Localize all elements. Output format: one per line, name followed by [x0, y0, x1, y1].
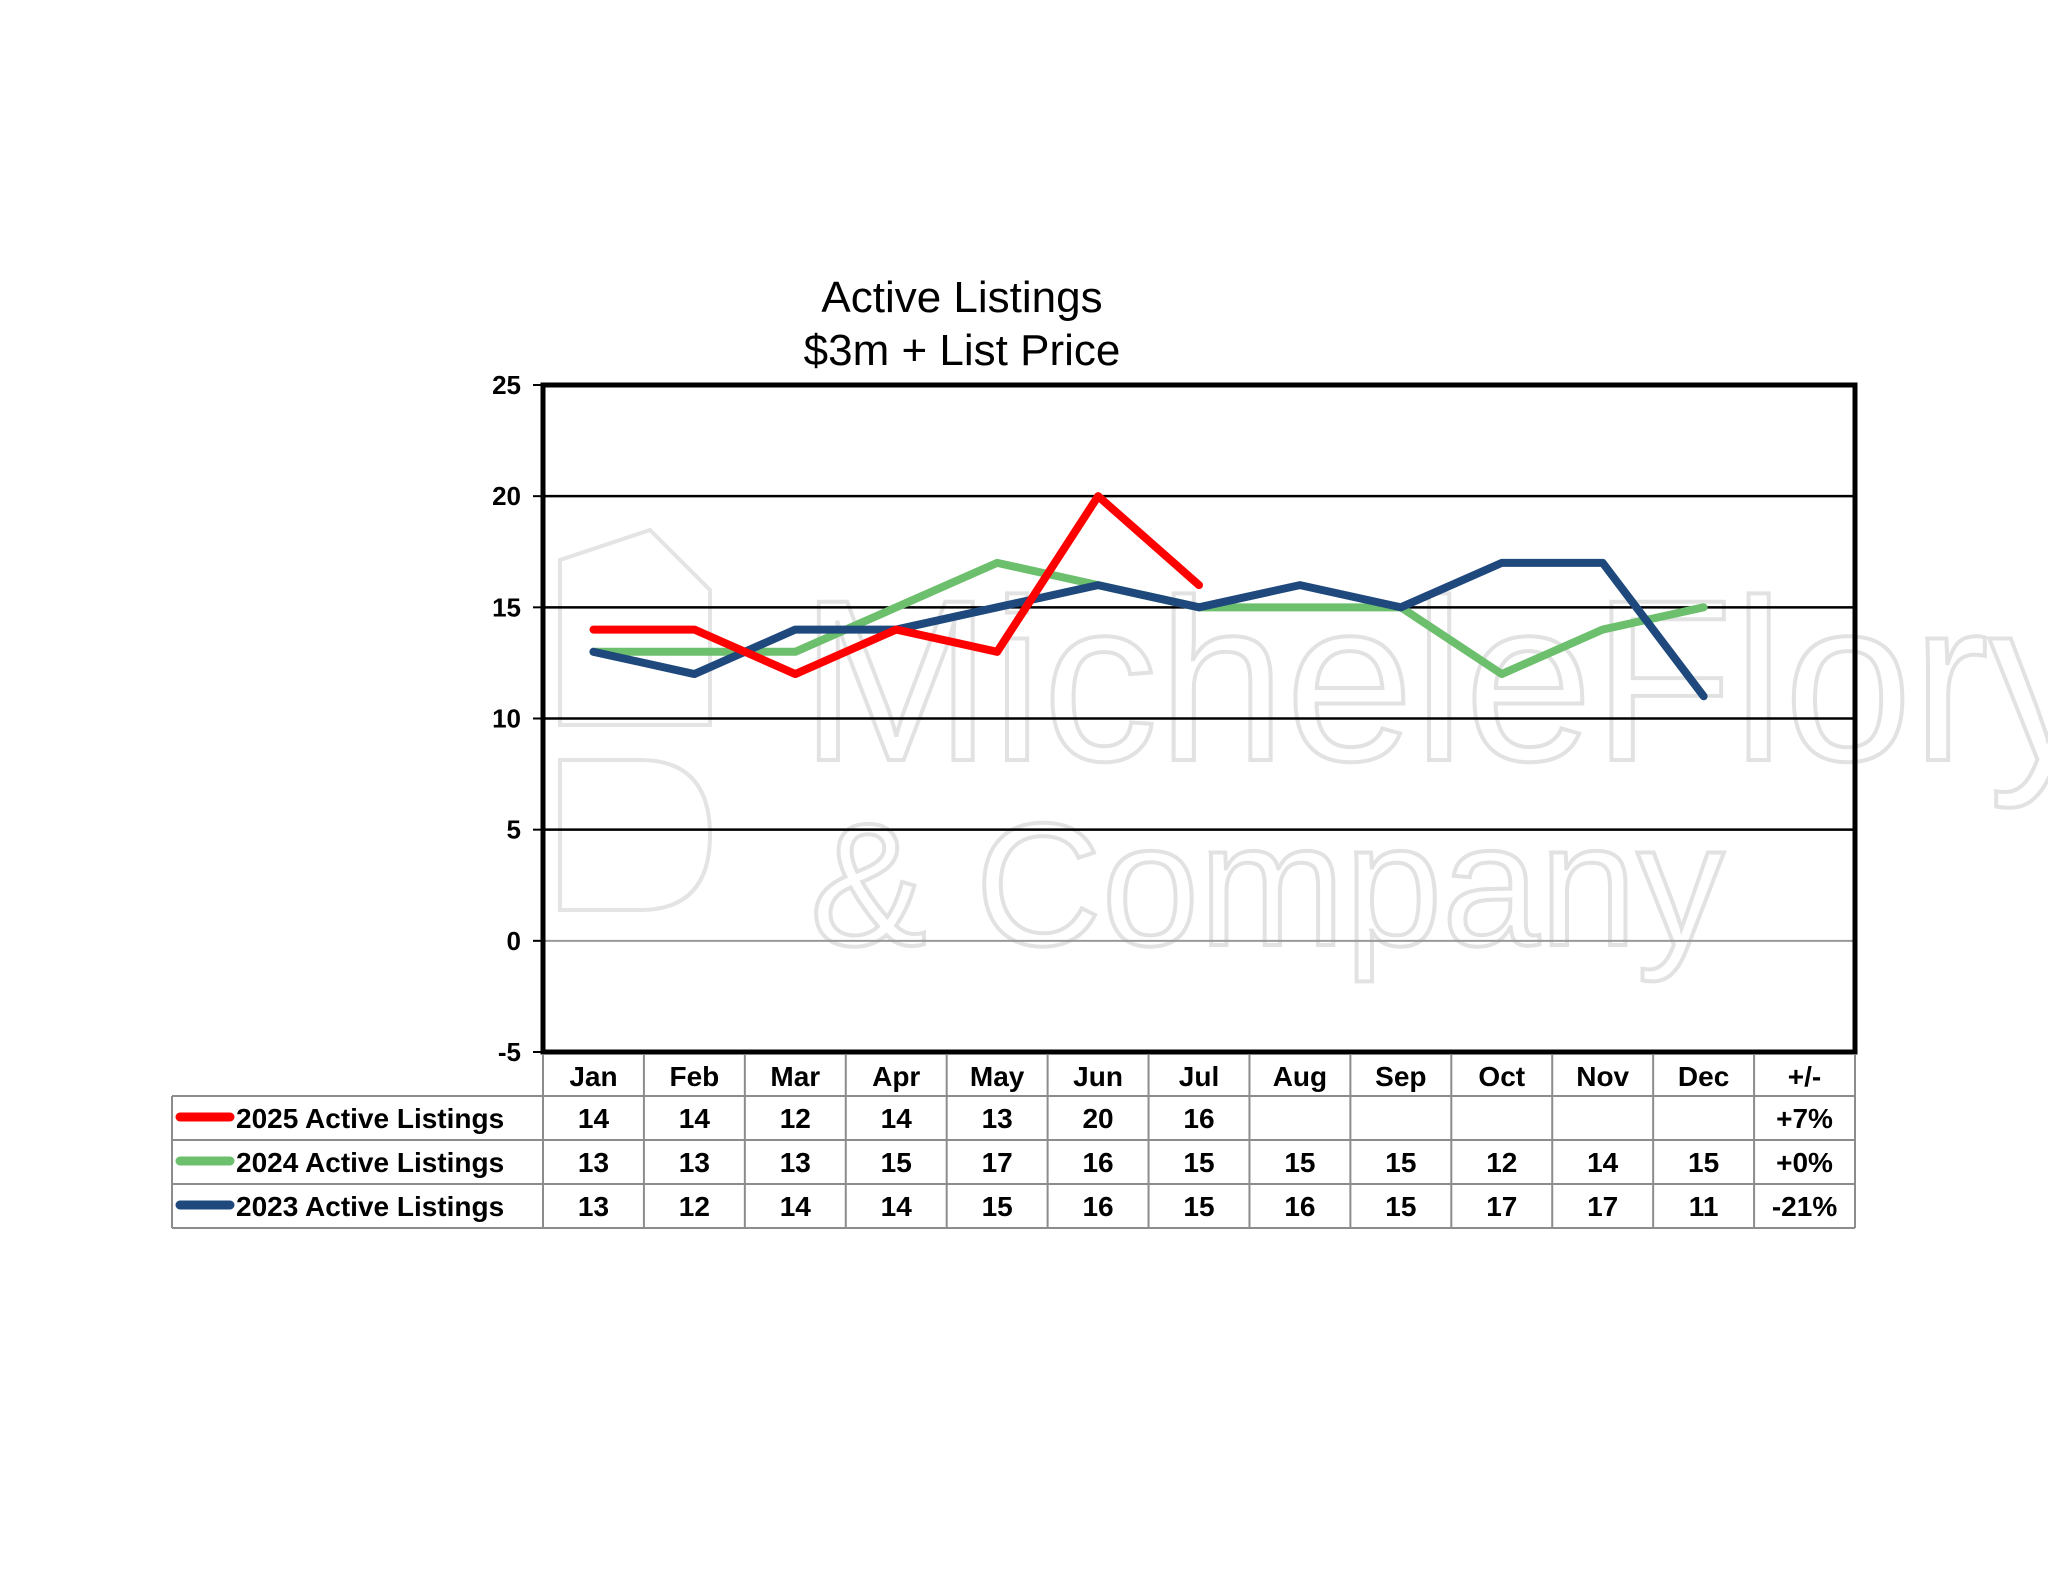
table-cell: 14 — [881, 1191, 913, 1222]
y-tick-label: -5 — [498, 1037, 521, 1067]
table-cell: 12 — [1486, 1147, 1517, 1178]
table-cell: 14 — [881, 1103, 913, 1134]
chart-title-line2: $3m + List Price — [804, 326, 1121, 375]
table-cell: 14 — [679, 1103, 711, 1134]
watermark-house-icon — [558, 527, 713, 912]
y-tick-label: 5 — [507, 815, 521, 845]
table-cell: 13 — [578, 1191, 609, 1222]
legend-label: 2024 Active Listings — [236, 1147, 504, 1178]
table-cell: 15 — [1385, 1147, 1416, 1178]
x-category-label: Aug — [1273, 1061, 1327, 1092]
table-cell: 15 — [1688, 1147, 1719, 1178]
x-category-label: Sep — [1375, 1061, 1426, 1092]
x-category-label: Jul — [1179, 1061, 1219, 1092]
chart-title-line1: Active Listings — [821, 273, 1102, 322]
table-cell: 17 — [1587, 1191, 1618, 1222]
table-cell: 12 — [780, 1103, 811, 1134]
watermark-line2: & Company — [810, 788, 1725, 983]
plot-frame — [540, 382, 1858, 1055]
x-category-label: Dec — [1678, 1061, 1729, 1092]
table-cell: 14 — [780, 1191, 812, 1222]
table-cell: 13 — [578, 1147, 609, 1178]
legend-label: 2023 Active Listings — [236, 1191, 504, 1222]
x-category-label: Nov — [1576, 1061, 1629, 1092]
table-cell: 16 — [1082, 1147, 1113, 1178]
y-tick-label: 20 — [492, 481, 521, 511]
table-cell: 15 — [982, 1191, 1013, 1222]
table-cell: 11 — [1689, 1191, 1719, 1222]
y-axis-ticks: -5 0 5 10 15 20 25 — [492, 370, 543, 1067]
change-header: +/- — [1788, 1061, 1821, 1092]
table-cell: 16 — [1284, 1191, 1315, 1222]
table-cell: 12 — [679, 1191, 710, 1222]
table-cell: 15 — [1183, 1191, 1214, 1222]
x-category-label: Oct — [1478, 1061, 1525, 1092]
table-cell: 15 — [881, 1147, 912, 1178]
table-cell: 15 — [1284, 1147, 1315, 1178]
table-cell: 15 — [1385, 1191, 1416, 1222]
table-cell: 13 — [780, 1147, 811, 1178]
watermark-line1: MicheleFlory — [800, 552, 2048, 809]
y-tick-label: 15 — [492, 592, 521, 622]
x-category-label: Jun — [1073, 1061, 1123, 1092]
series-lines — [589, 492, 1708, 701]
table-cell: 16 — [1183, 1103, 1214, 1134]
x-category-label: Apr — [872, 1061, 920, 1092]
y-tick-label: 25 — [492, 370, 521, 400]
x-category-label: May — [970, 1061, 1025, 1092]
x-category-label: Jan — [569, 1061, 617, 1092]
table-cell: 13 — [982, 1103, 1013, 1134]
table-cell: 14 — [578, 1103, 610, 1134]
change-cell: +0% — [1776, 1147, 1833, 1178]
table-cell: 16 — [1082, 1191, 1113, 1222]
table-cell: 17 — [1486, 1191, 1517, 1222]
table-cell: 15 — [1183, 1147, 1214, 1178]
y-tick-label: 0 — [507, 926, 521, 956]
x-category-label: Feb — [669, 1061, 719, 1092]
table-cell: 14 — [1587, 1147, 1619, 1178]
table-cell: 20 — [1082, 1103, 1113, 1134]
table-cell: 17 — [982, 1147, 1013, 1178]
table-cell: 13 — [679, 1147, 710, 1178]
legend-label: 2025 Active Listings — [236, 1103, 504, 1134]
data-table: Jan Feb Mar Apr May Jun Jul Aug Sep Oct Nov Dec +/- 2… — [171, 1055, 1856, 1229]
watermark-logo: MicheleFlory & Company — [558, 527, 2048, 985]
change-cell: -21% — [1772, 1191, 1837, 1222]
y-tick-label: 10 — [492, 704, 521, 734]
series-line-3 — [589, 558, 1708, 701]
change-cell: +7% — [1776, 1103, 1833, 1134]
x-category-label: Mar — [770, 1061, 820, 1092]
